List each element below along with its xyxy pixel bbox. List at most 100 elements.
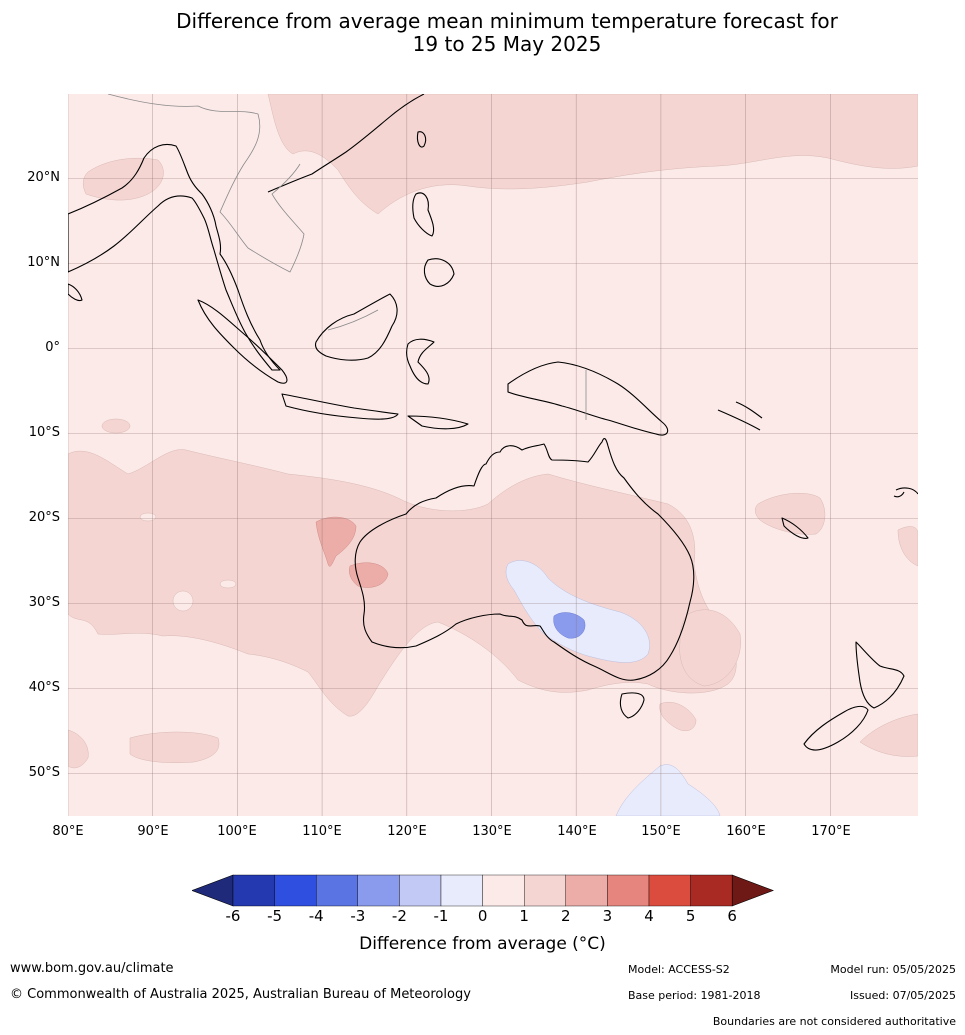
- colorbar-swatch: [357, 874, 400, 907]
- anomaly-spot-a: [139, 512, 157, 522]
- colorbar-swatch: [232, 874, 275, 907]
- coastline-australia: [354, 437, 695, 681]
- lon-label-160e: 160°E: [726, 824, 766, 839]
- lat-label-40s: 40°S: [28, 680, 60, 695]
- coastline-india-tip: [68, 283, 83, 302]
- colorbar-tick-label: 2: [561, 907, 571, 925]
- anomaly-region-southern-ocean-a: [129, 731, 220, 763]
- colorbar-tick-label: 5: [685, 907, 696, 925]
- lat-label-0: 0°: [45, 340, 60, 355]
- coastline-new-guinea: [507, 361, 669, 436]
- anomaly-region-east-pacific: [897, 526, 918, 567]
- anomaly-region-indian-ocean: [68, 449, 737, 717]
- lon-label-170e: 170°E: [811, 824, 851, 839]
- colorbar-extend-high: [731, 874, 775, 907]
- colorbar-swatch: [482, 874, 525, 907]
- anomaly-region-se-australia-cool: [505, 560, 650, 663]
- coastline-nz-north: [855, 641, 905, 709]
- colorbar-swatch: [274, 874, 317, 907]
- coastline-taiwan: [416, 131, 427, 148]
- coastline-mainland-asia: [68, 143, 281, 371]
- lon-label-80e: 80°E: [52, 824, 84, 839]
- borders: [107, 94, 587, 420]
- anomaly-spot-c: [219, 579, 237, 589]
- graticule: [68, 94, 918, 816]
- colorbar-swatch: [440, 874, 483, 907]
- lon-label-140e: 140°E: [557, 824, 597, 839]
- anomaly-region-southern-ocean-b: [659, 702, 697, 731]
- anomaly-region-north-pacific: [267, 94, 918, 215]
- colorbar-extend-low: [191, 874, 234, 907]
- coastline-java: [281, 393, 399, 420]
- lat-label-10n: 10°N: [27, 255, 60, 270]
- border-mainland-asia: [107, 94, 305, 273]
- lat-label-20s: 20°S: [28, 510, 60, 525]
- footer-website[interactable]: www.bom.gov.au/climate: [10, 961, 174, 976]
- coastline-south-china: [267, 94, 425, 193]
- coastline-sumatra: [197, 299, 288, 384]
- colorbar-swatch: [690, 874, 733, 907]
- footer-disclaimer: Boundaries are not considered authoritat…: [712, 1015, 956, 1028]
- temperature-anomaly-map: [68, 94, 918, 816]
- coastline-nz-south: [803, 705, 869, 751]
- colorbar-tick-label: -2: [391, 907, 407, 925]
- colorbar-tick-label: 0: [477, 907, 488, 925]
- title-line-1: Difference from average mean minimum tem…: [176, 9, 838, 33]
- map-canvas: [68, 94, 918, 816]
- lon-label-120e: 120°E: [387, 824, 427, 839]
- footer-base-period: Base period: 1981-2018: [628, 989, 761, 1002]
- footer-model: Model: ACCESS-S2: [628, 963, 730, 976]
- colorbar-swatch: [315, 874, 358, 907]
- colorbar-swatch: [399, 874, 442, 907]
- coastline-luzon: [412, 192, 435, 237]
- footer-model-run: Model run: 05/05/2025: [830, 963, 956, 976]
- lon-label-150e: 150°E: [641, 824, 681, 839]
- colorbar-tick-label: 6: [727, 907, 737, 925]
- colorbar-tick-label: -6: [225, 907, 241, 925]
- title-line-2: 19 to 25 May 2025: [412, 32, 602, 56]
- coastline-new-caledonia: [781, 517, 809, 539]
- lat-label-30s: 30°S: [28, 595, 60, 610]
- anomaly-spot-d: [101, 418, 131, 434]
- colorbar-swatch: [524, 874, 567, 907]
- anomaly-region-coral-sea: [755, 493, 826, 535]
- coastline-solomon-islands: [717, 401, 763, 431]
- colorbar-tick-label: 1: [519, 907, 529, 925]
- colorbar-tick-label: 4: [644, 907, 654, 925]
- lat-label-50s: 50°S: [28, 765, 60, 780]
- colorbar-tick-label: -1: [433, 907, 449, 925]
- lon-label-130e: 130°E: [472, 824, 512, 839]
- colorbar-swatch: [565, 874, 608, 907]
- footer-issued: Issued: 07/05/2025: [849, 989, 956, 1002]
- border-borneo: [327, 309, 379, 331]
- lon-label-100e: 100°E: [217, 824, 257, 839]
- lat-label-10s: 10°S: [28, 425, 60, 440]
- coastline-lesser-sunda: [407, 415, 469, 430]
- colorbar-tick-label: -5: [267, 907, 283, 925]
- lon-label-90e: 90°E: [137, 824, 169, 839]
- coastline-fiji: [893, 487, 918, 498]
- colorbar: [191, 874, 775, 912]
- colorbar-label: Difference from average (°C): [359, 934, 606, 954]
- colorbar-tick-label: 3: [602, 907, 613, 925]
- colorbar-swatch: [607, 874, 650, 907]
- colorbar-swatches: [191, 874, 775, 907]
- anomaly-region-pilbara: [315, 516, 357, 567]
- anomaly-region-south-west: [68, 729, 89, 769]
- colorbar-swatch: [648, 874, 691, 907]
- coastline-borneo: [314, 293, 398, 361]
- coastlines: [68, 94, 918, 751]
- anomaly-region-se-australia-cooler: [553, 612, 586, 639]
- lon-label-110e: 110°E: [302, 824, 342, 839]
- anomaly-region-tasman-east: [859, 713, 918, 757]
- anomaly-spot-b: [172, 590, 194, 612]
- colorbar-tick-label: -4: [308, 907, 324, 925]
- coastline-tasmania: [619, 692, 645, 719]
- anomaly-region-southern-ocean-cool: [615, 764, 721, 816]
- footer-copyright: © Commonwealth of Australia 2025, Austra…: [10, 987, 471, 1002]
- coastline-sulawesi: [406, 338, 435, 385]
- chart-title: Difference from average mean minimum tem…: [0, 10, 965, 56]
- colorbar-tick-label: -3: [350, 907, 366, 925]
- coastline-mindanao: [423, 258, 455, 287]
- lat-label-20n: 20°N: [27, 170, 60, 185]
